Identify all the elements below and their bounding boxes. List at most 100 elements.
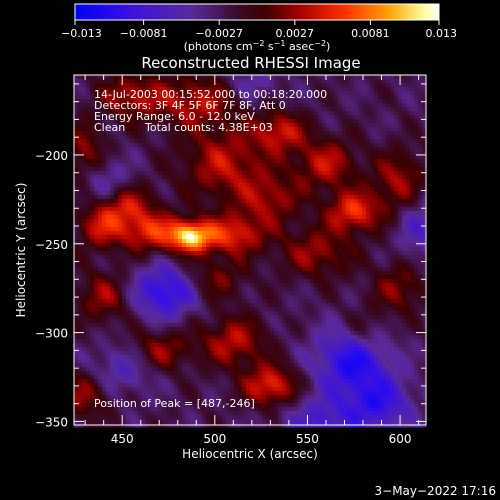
- heatmap-cell: [186, 287, 191, 292]
- heatmap-cell: [194, 291, 199, 296]
- heatmap-cell: [274, 147, 279, 152]
- heatmap-cell: [230, 203, 235, 208]
- heatmap-cell: [250, 87, 255, 92]
- heatmap-cell: [206, 167, 211, 172]
- heatmap-cell: [78, 171, 83, 176]
- heatmap-cell: [74, 299, 79, 304]
- heatmap-cell: [146, 123, 151, 128]
- heatmap-cell: [398, 143, 403, 148]
- heatmap-cell: [114, 243, 119, 248]
- heatmap-cell: [190, 255, 195, 260]
- heatmap-cell: [90, 111, 95, 116]
- heatmap-cell: [398, 107, 403, 112]
- heatmap-cell: [402, 155, 407, 160]
- heatmap-cell: [278, 131, 283, 136]
- heatmap-cell: [322, 107, 327, 112]
- heatmap-cell: [302, 283, 307, 288]
- heatmap-cell: [78, 211, 83, 216]
- heatmap-cell: [182, 79, 187, 84]
- heatmap-cell: [242, 239, 247, 244]
- heatmap-cell: [122, 103, 127, 108]
- heatmap-cell: [362, 279, 367, 284]
- heatmap-cell: [82, 255, 87, 260]
- heatmap-cell: [230, 291, 235, 296]
- heatmap-cell: [422, 191, 427, 196]
- heatmap-cell: [110, 227, 115, 232]
- heatmap-cell: [314, 107, 319, 112]
- heatmap-cell: [214, 159, 219, 164]
- heatmap-cell: [370, 231, 375, 236]
- heatmap-cell: [326, 123, 331, 128]
- heatmap-cell: [114, 203, 119, 208]
- heatmap-cell: [170, 103, 175, 108]
- heatmap-cell: [110, 171, 115, 176]
- heatmap-cell: [206, 259, 211, 264]
- heatmap-cell: [286, 175, 291, 180]
- heatmap-cell: [126, 243, 131, 248]
- heatmap-cell: [246, 255, 251, 260]
- heatmap-cell: [146, 255, 151, 260]
- heatmap-cell: [118, 119, 123, 124]
- heatmap-cell: [302, 267, 307, 272]
- heatmap-cell: [390, 127, 395, 132]
- heatmap-cell: [218, 259, 223, 264]
- heatmap-cell: [162, 123, 167, 128]
- heatmap-cell: [334, 219, 339, 224]
- heatmap-cell: [418, 99, 423, 104]
- heatmap-cell: [206, 79, 211, 84]
- heatmap-cell: [182, 123, 187, 128]
- heatmap-cell: [74, 271, 79, 276]
- heatmap-cell: [190, 87, 195, 92]
- heatmap-cell: [382, 271, 387, 276]
- heatmap-cell: [78, 179, 83, 184]
- heatmap-cell: [230, 155, 235, 160]
- heatmap-cell: [158, 111, 163, 116]
- heatmap-cell: [182, 151, 187, 156]
- heatmap-cell: [94, 75, 99, 80]
- heatmap-cell: [386, 259, 391, 264]
- heatmap-cell: [142, 111, 147, 116]
- heatmap-cell: [246, 215, 251, 220]
- heatmap-cell: [290, 275, 295, 280]
- heatmap-cell: [218, 151, 223, 156]
- heatmap-cell: [250, 171, 255, 176]
- heatmap-cell: [394, 159, 399, 164]
- heatmap-cell: [86, 271, 91, 276]
- heatmap-cell: [98, 251, 103, 256]
- heatmap-cell: [154, 171, 159, 176]
- heatmap-cell: [342, 131, 347, 136]
- heatmap-cell: [314, 207, 319, 212]
- heatmap-cell: [230, 115, 235, 120]
- heatmap-cell: [314, 115, 319, 120]
- heatmap-cell: [274, 135, 279, 140]
- heatmap-cell: [298, 283, 303, 288]
- heatmap-cell: [82, 291, 87, 296]
- heatmap-cell: [314, 95, 319, 100]
- heatmap-cell: [306, 203, 311, 208]
- heatmap-cell: [106, 199, 111, 204]
- heatmap-cell: [366, 287, 371, 292]
- heatmap-cell: [314, 199, 319, 204]
- heatmap-cell: [326, 83, 331, 88]
- heatmap-cell: [210, 115, 215, 120]
- heatmap-cell: [346, 251, 351, 256]
- heatmap-cell: [194, 227, 199, 232]
- heatmap-cell: [282, 207, 287, 212]
- heatmap-cell: [138, 91, 143, 96]
- heatmap-cell: [370, 267, 375, 272]
- heatmap-cell: [322, 159, 327, 164]
- heatmap-cell: [262, 123, 267, 128]
- heatmap-cell: [350, 115, 355, 120]
- heatmap-cell: [394, 271, 399, 276]
- heatmap-cell: [170, 235, 175, 240]
- heatmap-cell: [370, 75, 375, 80]
- heatmap-cell: [214, 83, 219, 88]
- heatmap-cell: [138, 135, 143, 140]
- heatmap-cell: [334, 155, 339, 160]
- heatmap-cell: [326, 267, 331, 272]
- heatmap-cell: [218, 283, 223, 288]
- heatmap-cell: [314, 267, 319, 272]
- heatmap-cell: [98, 159, 103, 164]
- heatmap-cell: [94, 199, 99, 204]
- heatmap-cell: [310, 175, 315, 180]
